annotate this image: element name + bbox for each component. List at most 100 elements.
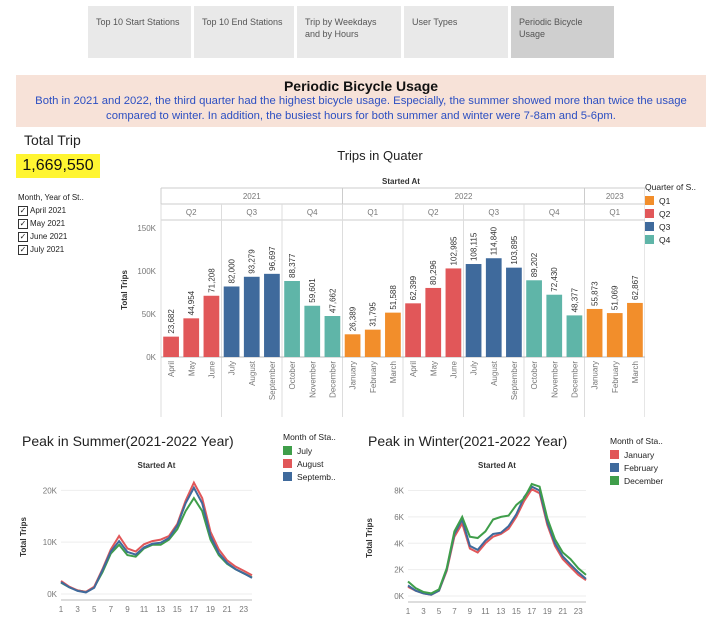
filter-item[interactable]: ✓ July 2021 [18, 243, 84, 256]
legend-item-july[interactable]: July [283, 444, 336, 457]
bar [223, 286, 240, 357]
x-tick-label: July [470, 361, 479, 375]
bar-data-label: 89,202 [530, 252, 539, 277]
x-tick-label: 11 [481, 607, 490, 616]
series-line-february [407, 485, 587, 596]
legend-label: Q3 [659, 221, 671, 232]
x-tick-label: 1 [59, 605, 64, 614]
banner-title: Periodic Bicycle Usage [283, 78, 439, 94]
bar-data-label: 62,399 [409, 275, 418, 300]
x-tick-label: September [268, 361, 277, 400]
x-tick-label: January [591, 361, 600, 389]
legend-title: Quarter of S.. [645, 182, 697, 192]
bar-data-label: 23,682 [167, 309, 176, 334]
series-line-january [407, 487, 587, 596]
x-tick-label: 21 [558, 607, 567, 616]
quarter-label: Q3 [488, 208, 499, 217]
bar-data-label: 93,279 [248, 249, 257, 274]
x-tick-label: May [429, 361, 438, 376]
filter-item[interactable]: ✓ April 2021 [18, 204, 84, 217]
year-label: 2022 [455, 192, 473, 201]
bar-data-label: 114,840 [490, 226, 499, 255]
quarter-label: Q4 [549, 208, 560, 217]
y-tick-label: 100K [137, 267, 156, 276]
checkbox-icon[interactable]: ✓ [18, 205, 28, 216]
bar [304, 305, 321, 357]
legend-item-september[interactable]: Septemb.. [283, 470, 336, 483]
quarter-label: Q2 [428, 208, 439, 217]
x-axis-title: Started At [382, 177, 420, 186]
checkbox-icon[interactable]: ✓ [18, 218, 28, 229]
legend-item-december[interactable]: December [610, 474, 663, 487]
peak-winter-chart: Peak in Winter(2021-2022 Year) Started At… [365, 433, 587, 616]
x-tick-label: 23 [239, 605, 248, 614]
bar-data-label: 31,795 [369, 302, 378, 327]
legend-item-q1[interactable]: Q1 [645, 194, 696, 207]
bar-data-label: 55,873 [591, 281, 600, 306]
x-tick-label: January [349, 361, 358, 389]
x-tick-label: April [409, 361, 418, 377]
bar [445, 268, 462, 357]
x-tick-label: December [570, 361, 579, 398]
quarter-legend: Quarter of S.. Q1 Q2 Q3 Q4 [645, 182, 696, 246]
legend-item-february[interactable]: February [610, 461, 663, 474]
x-tick-label: 9 [125, 605, 130, 614]
legend-label: Septemb.. [297, 471, 336, 482]
bar [344, 334, 361, 357]
x-tick-label: 21 [223, 605, 232, 614]
filter-item[interactable]: ✓ May 2021 [18, 217, 84, 230]
bar [264, 273, 280, 357]
x-tick-label: 19 [206, 605, 215, 614]
y-tick-label: 4K [394, 539, 404, 548]
legend-title: Month of Sta.. [283, 432, 336, 442]
x-axis-title: Started At [478, 461, 516, 470]
checkbox-icon[interactable]: ✓ [18, 244, 28, 255]
swatch [283, 459, 292, 468]
checkbox-icon[interactable]: ✓ [18, 231, 28, 242]
tab-trip-weekdays-hours[interactable]: Trip by Weekdays and by Hours [297, 6, 401, 58]
bar [627, 302, 643, 357]
total-trip-value: 1,669,550 [16, 154, 100, 178]
x-tick-label: November [550, 361, 559, 398]
tab-top-end-stations[interactable]: Top 10 End Stations [194, 6, 294, 58]
x-tick-label: 13 [496, 607, 505, 616]
y-tick-label: 2K [394, 566, 404, 575]
legend-item-q3[interactable]: Q3 [645, 220, 696, 233]
legend-item-august[interactable]: August [283, 457, 336, 470]
swatch [283, 446, 292, 455]
bar [465, 264, 482, 357]
y-tick-label: 8K [394, 487, 404, 496]
legend-label: December [624, 475, 664, 486]
legend-item-q2[interactable]: Q2 [645, 207, 696, 220]
tab-top-start-stations[interactable]: Top 10 Start Stations [88, 6, 191, 58]
y-axis-title: Total Trips [365, 518, 374, 558]
bar [546, 294, 563, 357]
x-tick-label: 17 [189, 605, 198, 614]
swatch [610, 463, 619, 472]
swatch [645, 209, 654, 218]
y-tick-label: 20K [43, 486, 58, 495]
bar-data-label: 96,697 [268, 246, 277, 271]
legend-item-q4[interactable]: Q4 [645, 233, 696, 246]
legend-label: Q1 [659, 195, 671, 206]
bar [203, 295, 220, 357]
chart-title: Trips in Quater [337, 148, 423, 163]
chart-title: Peak in Winter(2021-2022 Year) [368, 433, 567, 449]
bar [606, 313, 623, 357]
legend-title: Month of Sta.. [610, 436, 663, 446]
filter-item[interactable]: ✓ June 2021 [18, 230, 84, 243]
tab-periodic-bicycle-usage[interactable]: Periodic Bicycle Usage [511, 6, 614, 58]
quarter-label: Q3 [246, 208, 257, 217]
swatch [645, 222, 654, 231]
x-tick-label: June [207, 360, 216, 378]
winter-legend: Month of Sta.. January February December [610, 436, 663, 487]
bar-data-label: 103,895 [510, 235, 519, 264]
chart-title: Peak in Summer(2021-2022 Year) [22, 433, 234, 449]
x-tick-label: 15 [173, 605, 182, 614]
legend-item-january[interactable]: January [610, 448, 663, 461]
bar-data-label: 72,430 [550, 267, 559, 292]
bar [586, 308, 603, 357]
tab-user-types[interactable]: User Types [404, 6, 508, 58]
filter-title: Month, Year of St.. [18, 193, 84, 202]
bar-data-label: 102,985 [449, 236, 458, 265]
